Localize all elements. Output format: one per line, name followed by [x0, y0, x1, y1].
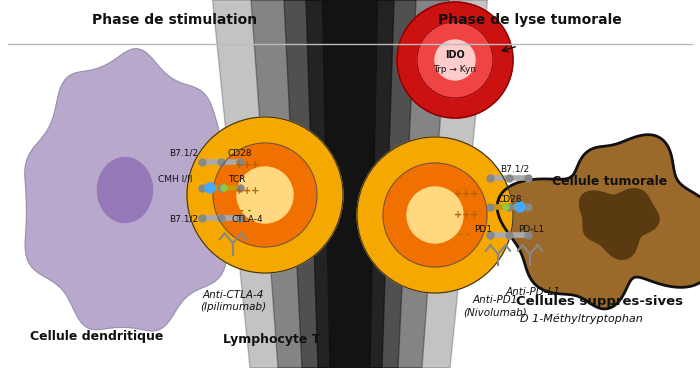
Text: IDO: IDO — [445, 50, 465, 60]
Text: Anti-PD1
(Nivolumab): Anti-PD1 (Nivolumab) — [463, 295, 527, 317]
Circle shape — [221, 185, 227, 191]
Circle shape — [407, 187, 463, 243]
Circle shape — [435, 40, 475, 80]
Text: D 1-Méthyltryptophan: D 1-Méthyltryptophan — [520, 314, 643, 324]
Ellipse shape — [97, 158, 153, 223]
Circle shape — [417, 22, 493, 98]
Text: Phase de stimulation: Phase de stimulation — [92, 13, 258, 27]
Polygon shape — [323, 0, 377, 368]
Circle shape — [205, 183, 215, 193]
Text: CD28: CD28 — [228, 149, 253, 158]
Text: PD1: PD1 — [474, 225, 492, 234]
Circle shape — [213, 143, 317, 247]
Circle shape — [503, 204, 509, 210]
Polygon shape — [580, 189, 659, 259]
Text: CTLA-4: CTLA-4 — [232, 215, 264, 224]
Text: B7.1/2: B7.1/2 — [169, 149, 198, 158]
Circle shape — [357, 137, 513, 293]
Text: TCR: TCR — [228, 175, 246, 184]
Text: Anti-CTLA-4
(Ipilimumab): Anti-CTLA-4 (Ipilimumab) — [200, 290, 266, 312]
Text: Lymphocyte T: Lymphocyte T — [223, 333, 321, 346]
Text: +++: +++ — [234, 186, 259, 196]
Text: B7.1/2: B7.1/2 — [169, 215, 198, 224]
Text: Cellule tumorale: Cellule tumorale — [552, 175, 668, 188]
Text: - -: - - — [459, 230, 470, 240]
Text: Anti-PD-L1: Anti-PD-L1 — [505, 287, 561, 297]
Polygon shape — [497, 135, 700, 309]
Circle shape — [237, 167, 293, 223]
Circle shape — [187, 117, 343, 273]
Polygon shape — [213, 0, 487, 368]
Text: - -: - - — [240, 206, 252, 216]
Circle shape — [397, 2, 513, 118]
Text: +++: +++ — [454, 210, 478, 220]
Text: +++: +++ — [454, 189, 478, 199]
Text: Trp → Kyn: Trp → Kyn — [433, 66, 477, 74]
Text: Cellule dendritique: Cellule dendritique — [30, 330, 163, 343]
Text: B7.1/2: B7.1/2 — [500, 165, 529, 174]
Text: +++: +++ — [234, 160, 259, 170]
Text: CMH I/II: CMH I/II — [158, 175, 192, 184]
Text: Phase de lyse tumorale: Phase de lyse tumorale — [438, 13, 622, 27]
Circle shape — [515, 202, 525, 212]
Text: Cellules suppres­sives: Cellules suppres­sives — [516, 295, 683, 308]
Polygon shape — [251, 0, 449, 368]
Polygon shape — [25, 49, 234, 331]
Polygon shape — [306, 0, 394, 368]
Text: CD28: CD28 — [498, 195, 522, 204]
Text: PD-L1: PD-L1 — [518, 225, 545, 234]
Polygon shape — [284, 0, 416, 368]
Circle shape — [383, 163, 487, 267]
